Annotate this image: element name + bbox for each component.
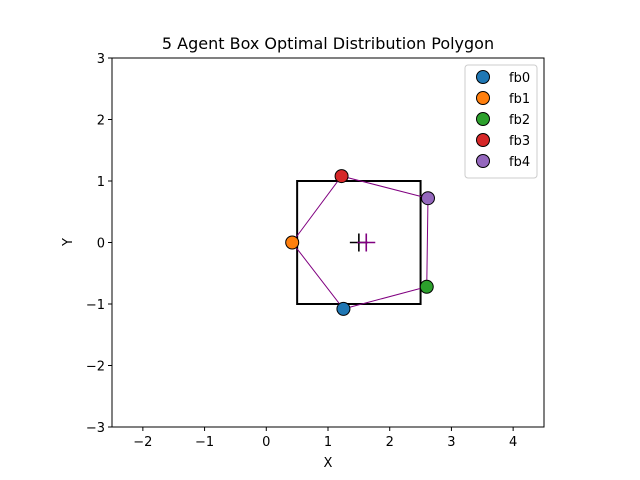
agent-point-fb2 (419, 279, 434, 294)
legend-marker-fb4 (476, 154, 490, 168)
x-tick-label: −1 (195, 435, 214, 450)
agent-point-fb0 (336, 301, 351, 316)
x-tick-label: 4 (509, 435, 517, 450)
distribution-polygon (291, 175, 429, 310)
plot-area: −2 −1 0 1 2 3 4 −3 −2 −1 0 1 2 3 (86, 52, 545, 450)
x-tick-label: 2 (386, 435, 394, 450)
x-tick-label: 3 (447, 435, 455, 450)
y-tick-label: 1 (97, 175, 105, 190)
legend-label-fb0: fb0 (509, 71, 530, 86)
y-tick-label: −3 (86, 421, 105, 436)
legend-label-fb3: fb3 (509, 134, 530, 149)
x-tick-label: 1 (324, 435, 332, 450)
y-tick-label: −1 (86, 298, 105, 313)
legend-marker-fb0 (476, 70, 490, 84)
legend-marker-fb2 (476, 112, 490, 126)
target-marker (357, 233, 376, 252)
legend: fb0 fb1 fb2 fb3 fb4 (464, 64, 538, 179)
x-axis-label: X (324, 456, 333, 471)
x-tick-label: 0 (262, 435, 270, 450)
agent-point-fb4 (420, 191, 435, 206)
legend-label-fb1: fb1 (509, 92, 530, 107)
y-tick-label: 0 (97, 237, 105, 252)
chart-title: 5 Agent Box Optimal Distribution Polygon (162, 34, 494, 53)
legend-marker-fb1 (476, 91, 490, 105)
y-axis-label: Y (61, 238, 76, 247)
y-tick-label: 3 (97, 52, 105, 67)
x-tick-label: −2 (133, 435, 152, 450)
y-tick-label: 2 (97, 114, 105, 129)
agent-point-fb3 (334, 169, 349, 184)
legend-label-fb2: fb2 (509, 113, 530, 128)
legend-label-fb4: fb4 (509, 155, 530, 170)
agent-point-fb1 (285, 235, 300, 250)
legend-marker-fb3 (476, 133, 490, 147)
y-tick-label: −2 (86, 360, 105, 375)
